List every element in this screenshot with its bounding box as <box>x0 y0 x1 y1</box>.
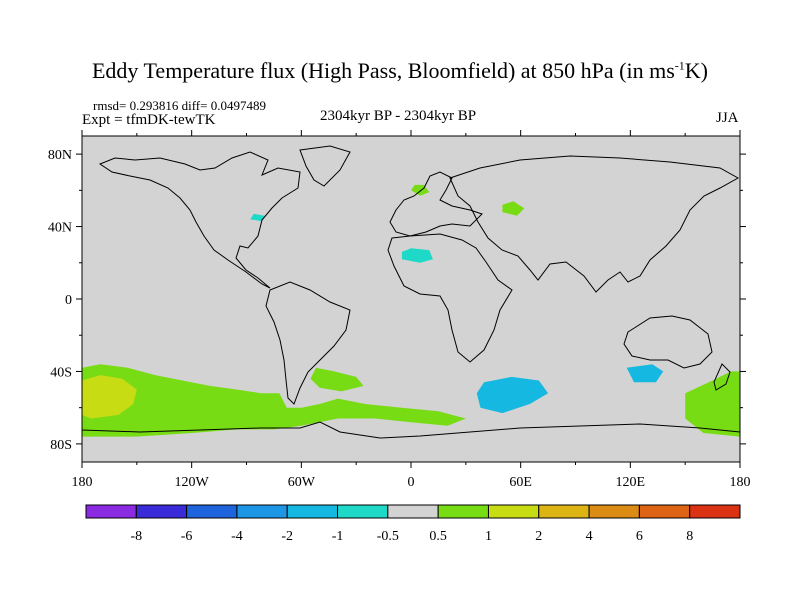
colorbar-swatch <box>487 504 540 519</box>
x-tick-label: 0 <box>408 475 415 490</box>
y-tick-label: 40N <box>48 221 72 236</box>
season-label: JJA <box>716 110 739 126</box>
colorbar-label: -8 <box>130 529 142 544</box>
experiment-label: Expt = tfmDK-tewTK <box>82 112 216 128</box>
coast-australia <box>623 315 713 369</box>
colorbar-label: 2 <box>535 529 542 544</box>
colorbar-swatch <box>588 504 640 519</box>
colorbar-label: 4 <box>586 529 593 544</box>
x-tick-label: 60E <box>509 475 532 490</box>
x-tick-label: 180 <box>730 475 751 490</box>
axis-ticks: 180 120W 60W 0 60E 120E 180 80N 40N 0 40S 80S <box>48 130 751 490</box>
colorbar-label: 8 <box>686 529 693 544</box>
colorbar-swatch <box>387 504 439 519</box>
colorbar-swatch <box>186 504 238 519</box>
y-tick-label: 80S <box>50 438 72 453</box>
colorbar-swatch <box>689 504 741 519</box>
colorbar-swatch <box>437 504 489 519</box>
coast-africa <box>387 233 513 363</box>
coast-asia <box>449 155 740 293</box>
colorbar-label: -4 <box>231 529 243 544</box>
southern-pacific-green-band <box>82 364 466 437</box>
australia-south-cyan-patch <box>626 364 664 383</box>
colorbar-label: 1 <box>485 529 492 544</box>
coast-antarctica <box>81 421 741 439</box>
colorbar-label: -2 <box>281 529 293 544</box>
x-tick-label: 120W <box>175 475 210 490</box>
colorbar-label: 6 <box>636 529 643 544</box>
x-tick-label: 120E <box>616 475 646 490</box>
colorbar-label: -0.5 <box>377 529 399 544</box>
title-main-text: Eddy Temperature flux (High Pass, Bloomf… <box>91 58 675 83</box>
sahara-cyan-patch <box>401 248 433 263</box>
coast-south-america <box>265 281 351 405</box>
south-atlantic-green-patch <box>310 367 364 392</box>
colorbar-swatch <box>337 504 389 519</box>
coast-greenland <box>299 145 351 187</box>
colorbar-swatch <box>135 504 188 519</box>
central-asia-green-patch <box>502 201 525 216</box>
map-layer <box>82 136 740 462</box>
southwest-pacific-green-patch <box>685 371 740 437</box>
colorbar-label: -1 <box>332 529 344 544</box>
colorbar-swatch <box>286 504 339 519</box>
colorbar-label: 0.5 <box>429 529 447 544</box>
title-end-text: K) <box>684 58 708 83</box>
south-pacific-yellow-patch <box>82 375 137 419</box>
great-lakes-cyan-patch <box>250 213 265 222</box>
y-tick-label: 80N <box>48 148 72 163</box>
chart-title: Eddy Temperature flux (High Pass, Bloomf… <box>0 58 800 84</box>
x-tick-label: 60W <box>288 475 316 490</box>
y-tick-label: 0 <box>65 293 72 308</box>
stats-line: rmsd= 0.293816 diff= 0.0497489 <box>93 98 266 113</box>
y-tick-label: 40S <box>50 365 72 380</box>
x-tick-label: 180 <box>72 475 93 490</box>
coastlines <box>81 145 741 439</box>
south-indian-cyan-patch <box>476 376 549 414</box>
colorbar-swatch <box>538 504 590 519</box>
coast-europe <box>389 171 483 237</box>
colorbar-swatch <box>236 504 288 519</box>
coast-new-zealand <box>713 363 731 391</box>
colorbar: -8 -6 -4 -2 -1 -0.5 0.5 1 2 4 6 8 <box>85 504 741 544</box>
coast-north-america <box>98 151 301 289</box>
period-label: 2304kyr BP - 2304kyr BP <box>320 108 477 124</box>
colorbar-swatch <box>638 504 691 519</box>
colorbar-label: -6 <box>181 529 193 544</box>
title-superscript: -1 <box>674 58 685 73</box>
colorbar-swatch <box>85 504 137 519</box>
